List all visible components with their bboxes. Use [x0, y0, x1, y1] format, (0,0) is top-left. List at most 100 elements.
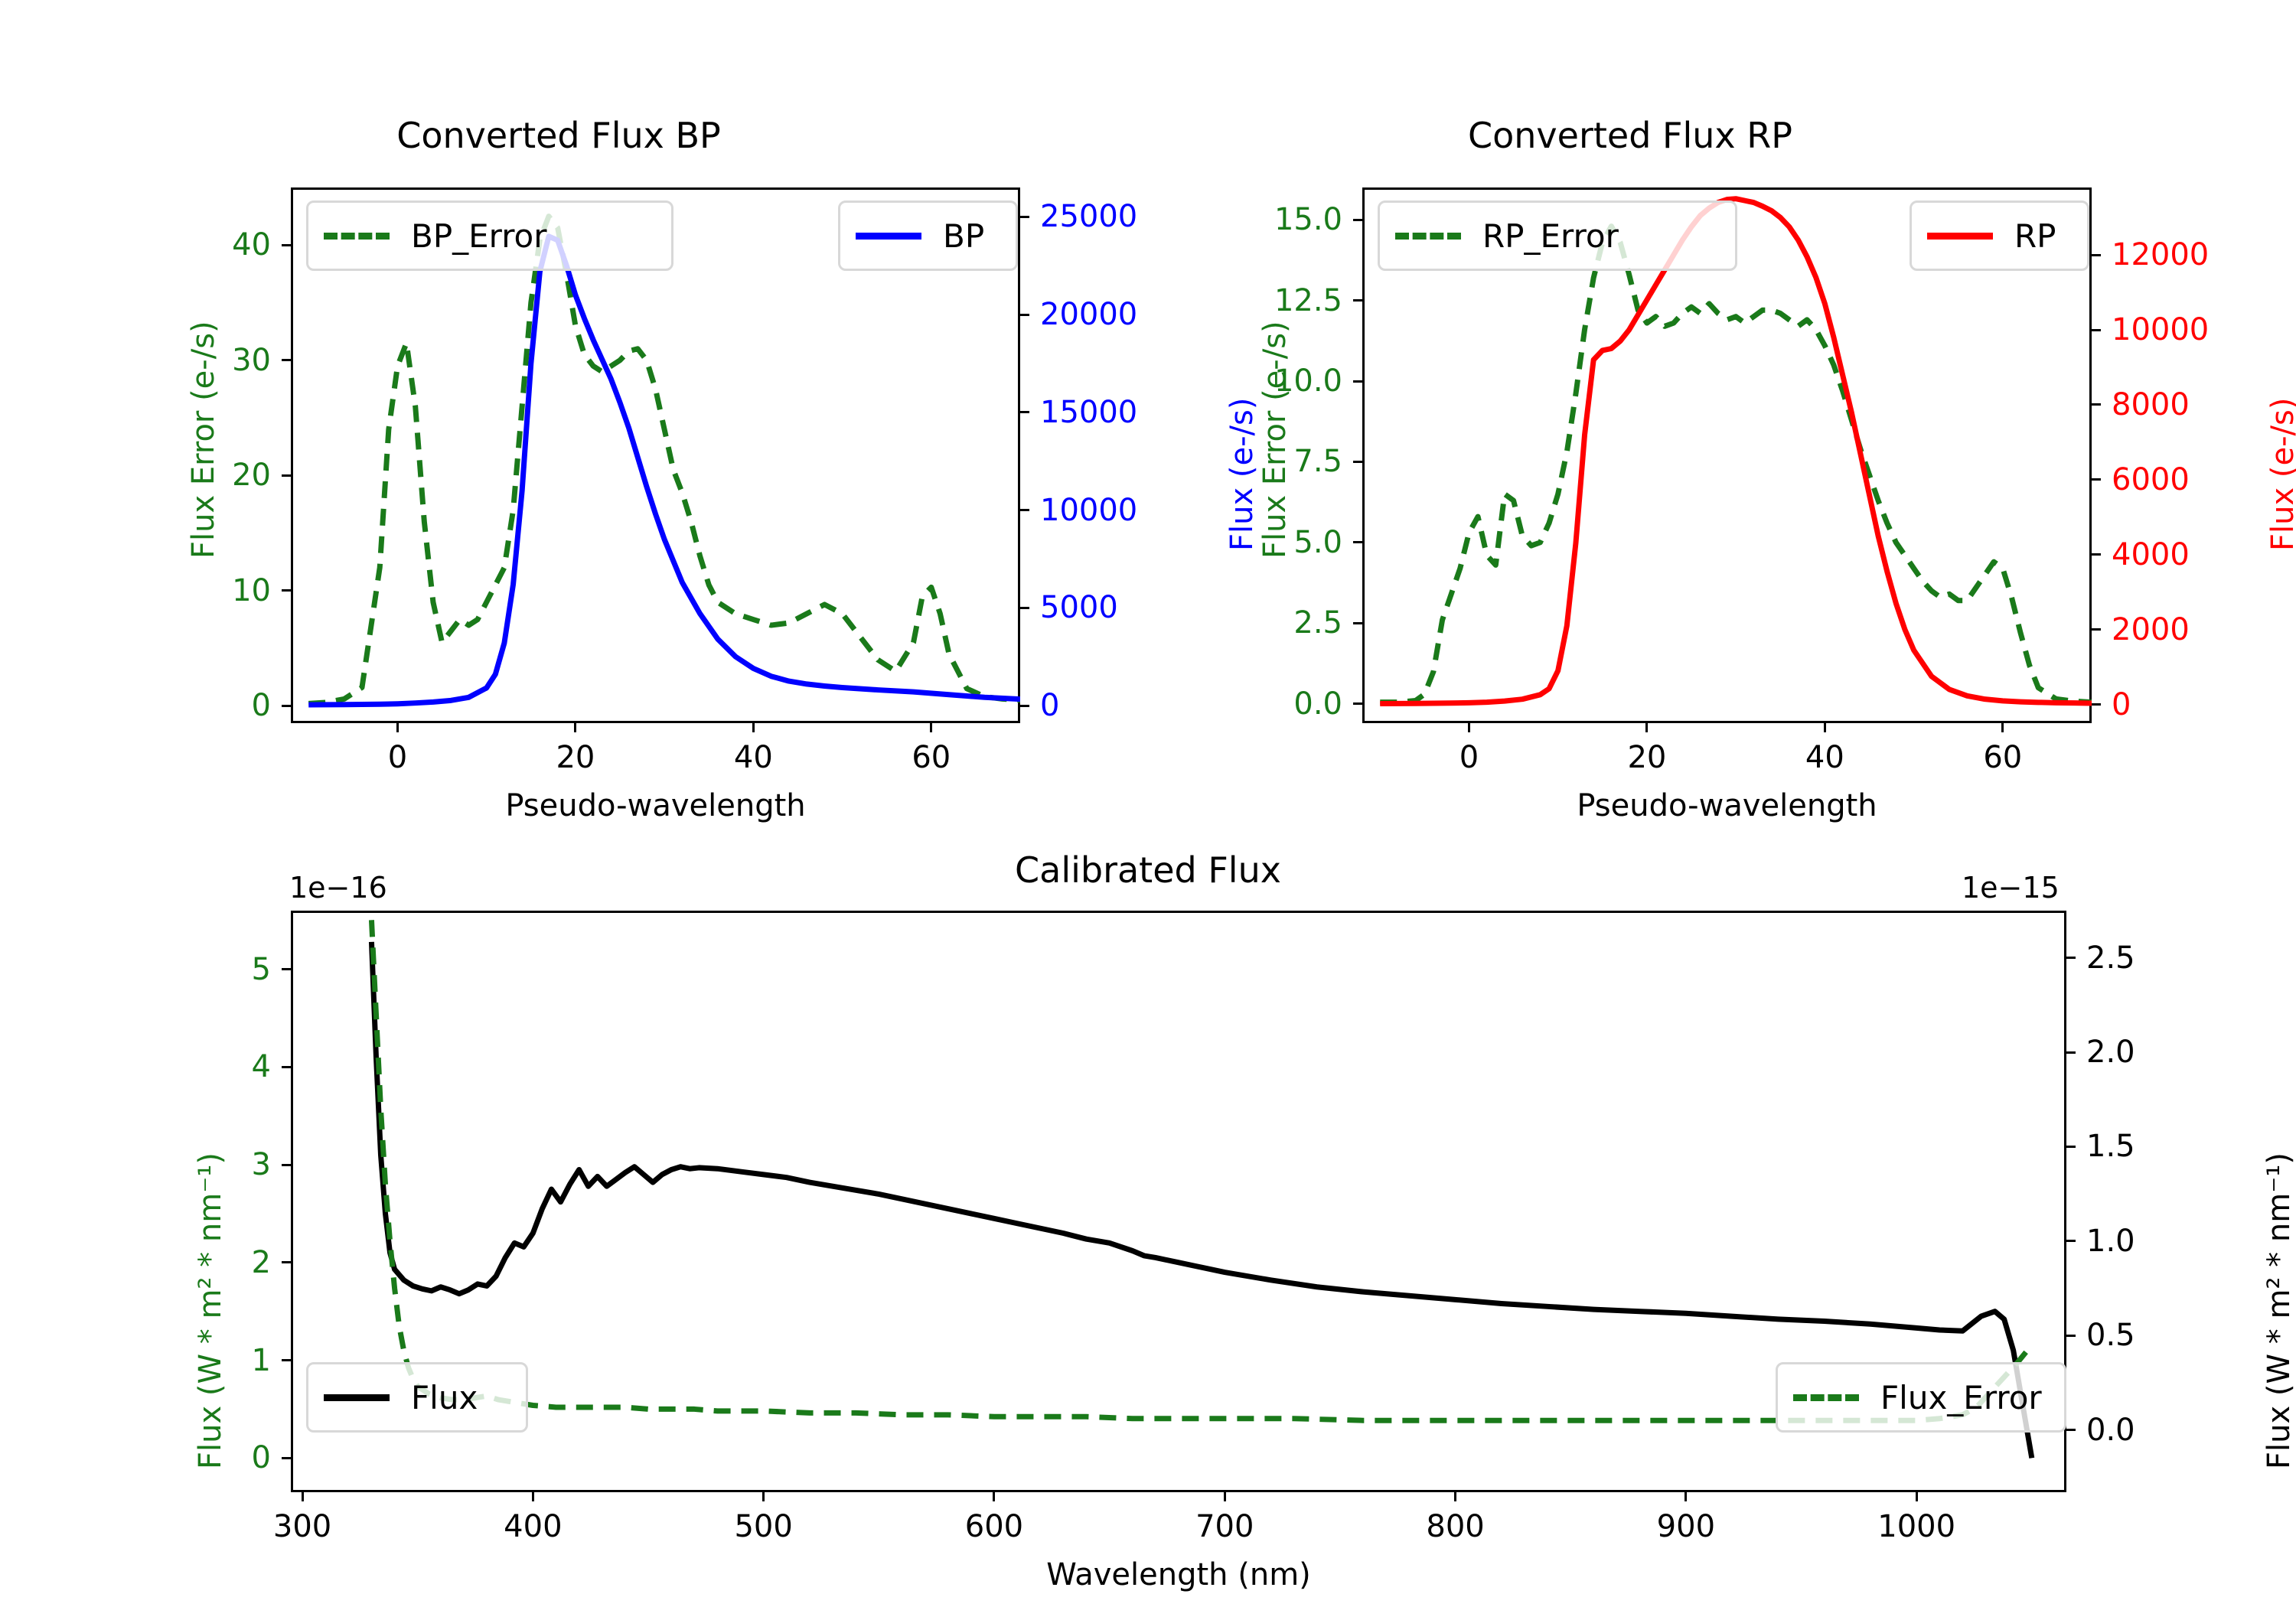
ytick-right-label: 1.5	[2086, 1129, 2135, 1165]
ytick-right-label: 0.5	[2086, 1318, 2135, 1354]
flux-line-swatch	[324, 1393, 390, 1401]
ytick-left-label: 3	[251, 1147, 271, 1183]
ytick-right-label: 15000	[1040, 394, 1138, 430]
ytick-left-mark	[282, 968, 291, 971]
ytick-right-label: 2.0	[2086, 1035, 2135, 1071]
ytick-right-label: 2000	[2112, 611, 2190, 647]
axes-rp	[1362, 187, 2092, 723]
panel-bp-title: Converted Flux BP	[396, 115, 721, 156]
ytick-right-label: 0.0	[2086, 1412, 2135, 1448]
ytick-right-label: 1.0	[2086, 1223, 2135, 1259]
ytick-left-label: 10	[232, 572, 271, 608]
ytick-left-label: 7.5	[1293, 444, 1342, 480]
legend-cal-flux-error[interactable]: Flux_Error	[1776, 1362, 2066, 1433]
ytick-right-mark	[2092, 628, 2101, 631]
xtick-mark	[1223, 1492, 1226, 1501]
xtick-mark	[2001, 723, 2004, 732]
ytick-right-mark	[2066, 1145, 2076, 1148]
ytick-left-mark	[282, 1065, 291, 1068]
rp-curves	[1380, 196, 2092, 707]
legend-bp[interactable]: BP	[838, 200, 1018, 271]
ytick-right-label: 6000	[2112, 461, 2190, 497]
panel-rp-title: Converted Flux RP	[1468, 115, 1792, 156]
ytick-left-mark	[1353, 702, 1362, 706]
legend-cal-flux-error-label: Flux_Error	[1880, 1378, 2042, 1416]
xtick-mark	[301, 1492, 304, 1501]
cal-ylabel-left: Flux (W * m² * nm⁻¹)	[193, 1152, 228, 1469]
bp-ylabel-right: Flux (e-/s)	[1225, 397, 1260, 551]
ytick-left-mark	[1353, 218, 1362, 221]
ytick-right-label: 2.5	[2086, 940, 2135, 976]
legend-rp-error[interactable]: RP_Error	[1378, 200, 1737, 271]
ytick-right-mark	[2092, 253, 2101, 256]
series-bp_error	[308, 214, 1020, 706]
ytick-right-mark	[1020, 704, 1029, 707]
series-flux	[368, 941, 2035, 1459]
rp-error-line-swatch	[1395, 232, 1461, 240]
ytick-right-mark	[1020, 215, 1029, 218]
axes-bp	[291, 187, 1020, 723]
xtick-mark	[1645, 723, 1649, 732]
legend-cal-flux-label: Flux	[411, 1378, 478, 1416]
xtick-mark	[1454, 1492, 1457, 1501]
xtick-label: 800	[1426, 1509, 1485, 1544]
xtick-mark	[762, 1492, 765, 1501]
ytick-left-label: 0.0	[1293, 686, 1342, 722]
xtick-label: 900	[1656, 1509, 1716, 1544]
xtick-label: 700	[1195, 1509, 1254, 1544]
cal-ylabel-right: Flux (W * m² * nm⁻¹)	[2262, 1152, 2296, 1469]
xtick-mark	[531, 1492, 534, 1501]
ytick-left-label: 40	[232, 227, 271, 263]
ytick-left-label: 5	[251, 951, 271, 987]
xtick-mark	[930, 723, 933, 732]
rp-line-swatch	[1927, 232, 1993, 240]
ytick-left-label: 2.5	[1293, 605, 1342, 641]
legend-rp-label: RP	[2014, 217, 2056, 255]
legend-bp-error[interactable]: BP_Error	[306, 200, 673, 271]
ytick-left-label: 2	[251, 1244, 271, 1280]
legend-bp-error-label: BP_Error	[411, 217, 547, 255]
bp-curves	[308, 214, 1020, 708]
ytick-right-mark	[1020, 606, 1029, 609]
panel-calibrated-flux: Calibrated Flux 1e−16 1e−15 Flux (W * m²…	[0, 826, 2296, 1607]
ytick-left-mark	[282, 1359, 291, 1362]
ytick-right-mark	[2092, 478, 2101, 481]
ytick-right-mark	[2066, 1240, 2076, 1243]
ytick-right-label: 4000	[2112, 536, 2190, 572]
xtick-label: 300	[272, 1509, 332, 1544]
ytick-left-label: 0	[251, 688, 271, 724]
xtick-label: 1000	[1877, 1509, 1956, 1544]
ytick-left-mark	[282, 1261, 291, 1264]
ytick-left-mark	[282, 1163, 291, 1166]
ytick-right-mark	[2092, 703, 2101, 706]
legend-cal-flux[interactable]: Flux	[306, 1362, 528, 1433]
ytick-right-label: 20000	[1040, 297, 1138, 333]
panel-converted-flux-bp: Converted Flux BP Flux Error (e-/s) Flux…	[0, 0, 1260, 826]
xtick-label: 20	[1627, 740, 1667, 775]
cal-offset-left: 1e−16	[289, 871, 387, 905]
ytick-left-label: 20	[232, 458, 271, 494]
series-flux_error	[368, 920, 2034, 1423]
calibrated-curves	[368, 920, 2035, 1459]
legend-bp-label: BP	[943, 217, 985, 255]
xtick-label: 600	[964, 1509, 1024, 1544]
legend-rp-error-label: RP_Error	[1482, 217, 1619, 255]
legend-rp[interactable]: RP	[1910, 200, 2089, 271]
xtick-label: 500	[734, 1509, 793, 1544]
ytick-right-label: 10000	[2112, 312, 2210, 347]
ytick-left-mark	[282, 243, 291, 246]
xtick-label: 400	[504, 1509, 563, 1544]
ytick-left-label: 10.0	[1274, 363, 1342, 399]
ytick-right-mark	[2066, 1334, 2076, 1337]
ytick-right-label: 8000	[2112, 386, 2190, 422]
xtick-label: 60	[912, 740, 951, 775]
flux-error-line-swatch	[1793, 1393, 1859, 1401]
xtick-mark	[1684, 1492, 1688, 1501]
ytick-right-mark	[2092, 328, 2101, 331]
bp-ylabel-left: Flux Error (e-/s)	[186, 321, 221, 559]
xtick-mark	[1915, 1492, 1918, 1501]
ytick-right-mark	[2066, 1429, 2076, 1432]
cal-offset-right: 1e−15	[1962, 871, 2060, 905]
ytick-left-label: 4	[251, 1049, 271, 1085]
xtick-mark	[1823, 723, 1826, 732]
